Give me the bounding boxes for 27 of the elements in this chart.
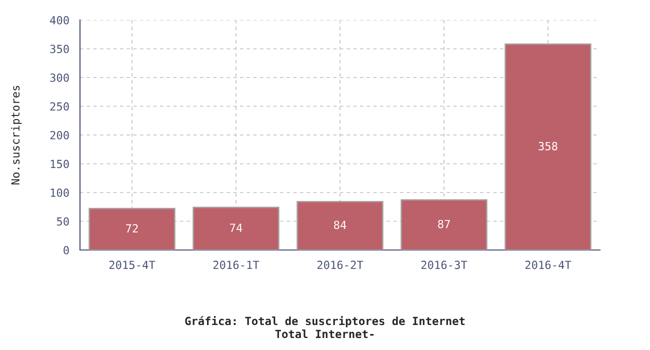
x-tick-label: 2016-3T <box>421 260 468 270</box>
data-label: 72 <box>126 224 138 232</box>
bar <box>296 201 384 250</box>
y-tick-label: 250 <box>50 102 69 111</box>
text: Gráfica: Total de suscriptores de Internet <box>185 316 465 328</box>
y-tick-label: 150 <box>50 160 69 168</box>
bar <box>192 206 280 250</box>
x-tick-label: 2016-1T <box>213 260 260 270</box>
text: Total Internet- <box>275 330 374 338</box>
y-tick-label: 300 <box>50 74 69 82</box>
y-tick-label: 400 <box>50 16 69 24</box>
y-tick-label: 100 <box>50 188 69 197</box>
x-tick-label: 2016-2T <box>317 260 364 270</box>
data-label: 84 <box>334 220 346 230</box>
bar <box>504 43 592 250</box>
data-label: 87 <box>438 220 450 228</box>
data-label: 74 <box>230 224 242 232</box>
x-tick-label: 2016-4T <box>525 260 572 270</box>
y-tick-label: 0 <box>64 246 69 254</box>
y-tick-label: 350 <box>50 44 69 54</box>
y-tick-label: 200 <box>50 131 69 140</box>
data-label: 358 <box>538 142 558 150</box>
bar <box>88 208 176 250</box>
bar <box>400 199 488 250</box>
x-tick-label: 2015-4T <box>109 260 156 270</box>
y-axis-title: No.suscriptores <box>10 86 22 184</box>
y-tick-label: 50 <box>56 217 69 226</box>
